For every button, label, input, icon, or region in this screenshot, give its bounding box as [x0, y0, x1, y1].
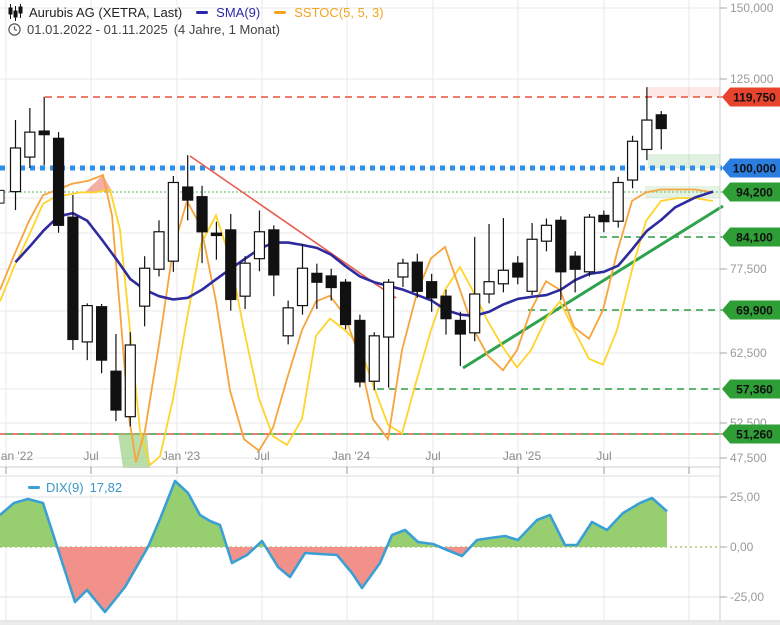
dix-tick-label: 0,00 — [730, 540, 754, 554]
x-axis-label: Jul — [425, 449, 441, 463]
price-level-label: 94,200 — [722, 182, 780, 202]
date-range: 01.01.2022 - 01.11.2025 — [27, 22, 168, 37]
price-level-label: 69,900 — [722, 300, 780, 320]
x-axis-label: Jan '23 — [161, 449, 201, 463]
candles — [0, 87, 667, 427]
dix-value: 17,82 — [89, 480, 123, 495]
clock-icon — [8, 23, 21, 36]
sma-legend-label[interactable]: SMA(9) — [216, 5, 261, 20]
price-tick-label: 77,500 — [730, 262, 767, 276]
price-tick-label: 62,500 — [730, 346, 767, 360]
dix-legend-dash — [28, 486, 40, 489]
price-tick-label: 125,000 — [730, 72, 774, 86]
x-axis-label: Jul — [83, 449, 99, 463]
sma-legend-dash — [196, 11, 209, 14]
price-level-label: 51,260 — [722, 424, 780, 444]
date-range-row: 01.01.2022 - 01.11.2025 (4 Jahre, 1 Mona… — [8, 22, 280, 37]
chart-legend: Aurubis AG (XETRA, Last) SMA(9) SSTOC(5,… — [8, 4, 384, 21]
price-tick-label: 47,500 — [730, 451, 767, 465]
x-axis-label: Jan '25 — [502, 449, 542, 463]
x-axis-label: Jul — [254, 449, 270, 463]
instrument-title: Aurubis AG (XETRA, Last) — [29, 5, 183, 20]
dix-legend[interactable]: DIX(9) 17,82 — [24, 480, 127, 495]
x-axis-label: Jul — [596, 449, 612, 463]
price-level-label: 119,750 — [722, 87, 780, 107]
price-tick-label: 150,000 — [730, 1, 774, 15]
x-axis-label: Jan '22 — [0, 449, 34, 463]
price-level-label: 84,100 — [722, 227, 780, 247]
sstoc-legend-dash — [274, 11, 287, 14]
dix-plot-area[interactable] — [0, 476, 720, 621]
sstoc-legend-label[interactable]: SSTOC(5, 5, 3) — [294, 5, 384, 20]
dix-tick-label: 25,00 — [730, 490, 761, 504]
dix-tick-label: -25,00 — [730, 590, 765, 604]
x-axis-label: Jan '24 — [331, 449, 371, 463]
price-level-label: 57,360 — [722, 379, 780, 399]
candlestick-icon — [8, 4, 23, 21]
price-level-label: 100,000 — [722, 158, 780, 178]
dix-legend-label: DIX(9) — [46, 480, 84, 495]
main-plot-area[interactable] — [0, 0, 720, 467]
duration: (4 Jahre, 1 Monat) — [173, 22, 280, 37]
